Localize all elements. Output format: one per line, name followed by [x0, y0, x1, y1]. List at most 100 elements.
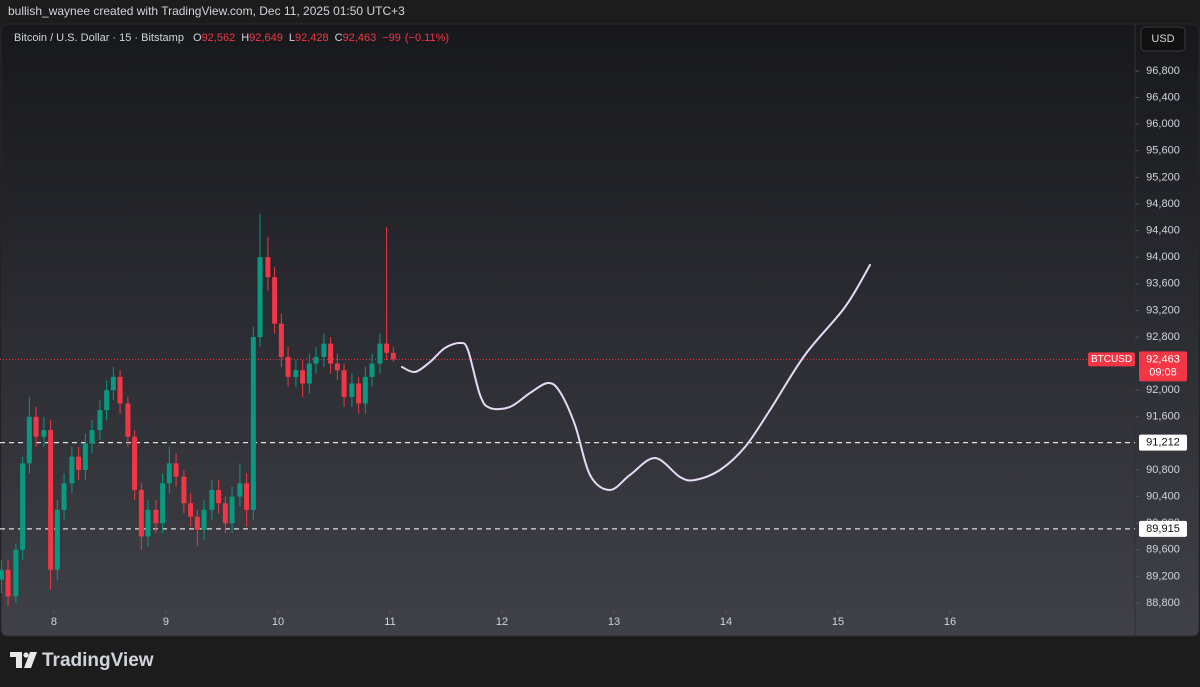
candle-body [26, 416, 32, 464]
candle-body [216, 489, 222, 504]
symbol-tag [1088, 352, 1135, 367]
currency-box[interactable] [1140, 26, 1186, 52]
candle-body [209, 489, 215, 510]
candle-body [250, 336, 256, 510]
ohlc-key: C [335, 32, 343, 44]
logo-text: TradingView [42, 650, 154, 671]
change-percent: (−0.11%) [405, 32, 449, 44]
change: −99 [382, 32, 401, 44]
candle-body [153, 509, 159, 524]
chart-panel [0, 23, 1200, 637]
candle-body [76, 456, 82, 471]
candle-body [257, 257, 263, 337]
ohlc-value: 92,562 [202, 32, 236, 44]
candle-body [48, 430, 54, 570]
level-label: 89,915 [1146, 523, 1180, 535]
candle-body [300, 370, 306, 384]
plot: 88,80089,20089,60090,00090,40090,80091,6… [0, 24, 1187, 636]
candle-body [384, 343, 390, 353]
x-tick-label: 13 [608, 616, 620, 628]
x-tick-label: 9 [163, 616, 169, 628]
candle-body [362, 376, 368, 404]
x-tick-label: 14 [720, 616, 732, 628]
candle-body [293, 370, 299, 377]
candle-body [237, 483, 243, 497]
ohlc-value: 92,463 [343, 32, 377, 44]
candle-body [41, 430, 47, 437]
x-tick-label: 12 [496, 616, 508, 628]
y-tick-label: 93,200 [1146, 304, 1180, 316]
y-tick-label: 94,800 [1146, 198, 1180, 210]
candle-body [138, 489, 144, 537]
ohlc-legend: O92,562 H92,649 L92,428 C92,463 −99 (−0.11%) [193, 32, 449, 44]
candle-body [166, 463, 172, 484]
candle-body [110, 376, 116, 391]
y-tick-label: 96,000 [1146, 118, 1180, 130]
candle-body [334, 363, 340, 371]
projection-line [400, 263, 872, 491]
candle-body [272, 277, 278, 324]
candle-body [181, 476, 187, 504]
candle-body [173, 463, 179, 477]
y-tick-label: 96,800 [1146, 65, 1180, 77]
symbol-tag-label: BTCUSD [1091, 354, 1132, 365]
candle-body [132, 436, 138, 490]
y-tick-label: 92,800 [1146, 331, 1180, 343]
candle-body [117, 376, 123, 404]
y-tick-label: 91,600 [1146, 411, 1180, 423]
candle-body [341, 370, 347, 397]
candle-body [104, 390, 110, 411]
countdown-label: 09:08 [1149, 366, 1177, 378]
candle-body [54, 509, 60, 570]
y-tick-label: 93,600 [1146, 278, 1180, 290]
x-tick-label: 8 [51, 616, 57, 628]
x-tick-label: 10 [272, 616, 284, 628]
symbol-title: Bitcoin / U.S. Dollar · 15 · Bitstamp [14, 32, 184, 44]
y-tick-label: 94,000 [1146, 251, 1180, 263]
level-tag [1139, 434, 1187, 451]
candle-body [61, 483, 67, 510]
candle-body [201, 509, 207, 530]
currency[interactable]: USD [1151, 33, 1174, 45]
candle-body [377, 343, 383, 364]
candle-body [369, 363, 375, 377]
candle-body [125, 403, 131, 437]
candle-body [145, 509, 151, 537]
level-label: 91,212 [1146, 437, 1180, 449]
y-tick-label: 92,000 [1146, 384, 1180, 396]
candle-body [390, 352, 396, 360]
candle-body [13, 549, 19, 597]
candle-body [188, 503, 194, 517]
candle-body [0, 569, 4, 580]
candle-body [306, 363, 312, 384]
candle-body [160, 483, 166, 524]
x-tick-label: 15 [832, 616, 844, 628]
ohlc-key: H [241, 32, 249, 44]
candle-body [328, 343, 334, 364]
x-tick-label: 16 [944, 616, 956, 628]
x-tick-label: 11 [384, 616, 395, 628]
candle-body [69, 456, 75, 484]
candle-body [5, 569, 11, 597]
candle-body [356, 383, 362, 404]
candle-body [244, 483, 250, 510]
candle-body [194, 516, 200, 530]
y-tick-label: 94,400 [1146, 224, 1180, 236]
ohlc-key: O [193, 32, 202, 44]
price-tag-label: 92,463 [1146, 353, 1180, 365]
logo-mark [10, 652, 37, 668]
y-tick-label: 89,200 [1146, 570, 1180, 582]
ohlc-value: 92,428 [295, 32, 329, 44]
candle-body [222, 503, 228, 524]
candle-body [321, 343, 327, 357]
candle-body [278, 323, 284, 357]
y-tick-label: 95,200 [1146, 171, 1180, 183]
candle-body [229, 496, 235, 524]
candle-body [349, 383, 355, 397]
candle-body [20, 463, 26, 550]
y-tick-label: 95,600 [1146, 145, 1180, 157]
y-tick-label: 88,800 [1146, 597, 1180, 609]
candle-body [82, 443, 88, 471]
level-tag [1139, 520, 1187, 537]
